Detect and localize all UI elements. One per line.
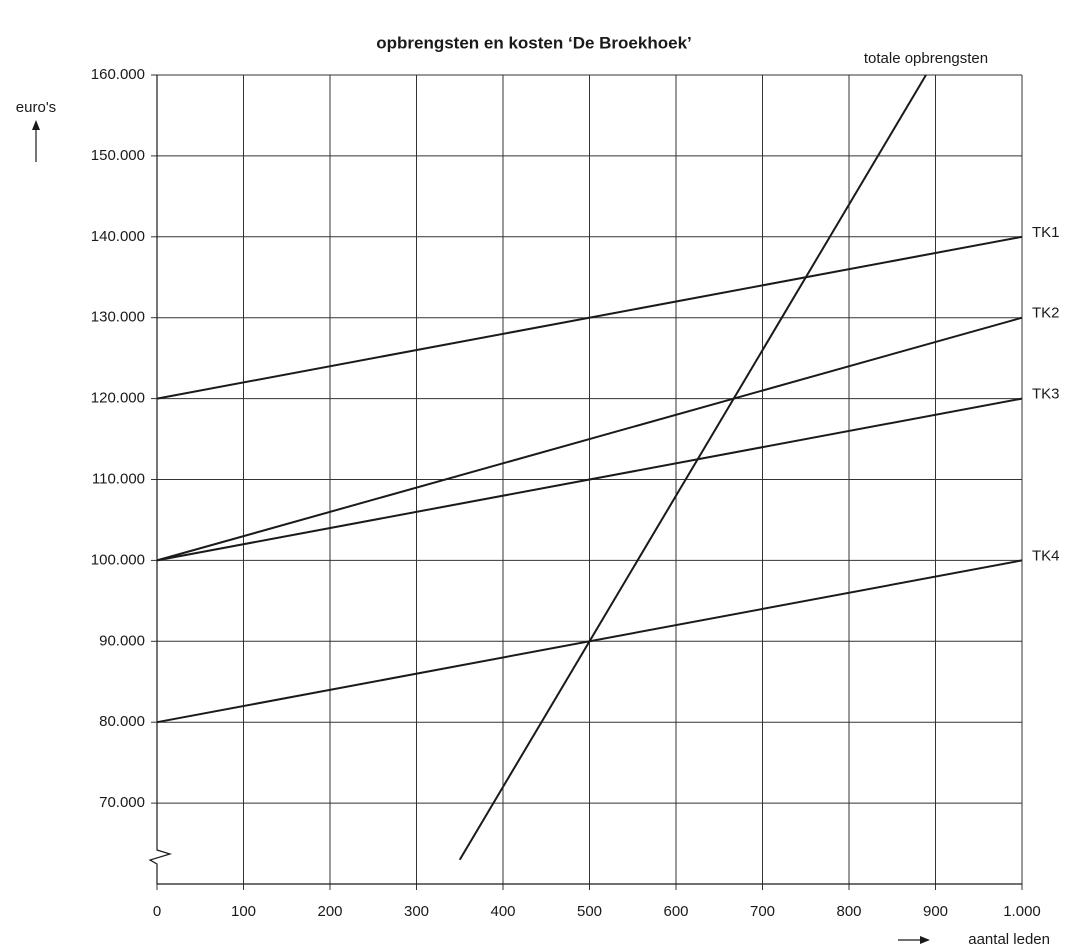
- x-tick-label: 600: [663, 903, 688, 920]
- series-line: [156, 559, 1023, 724]
- series-label: TK1: [1032, 224, 1060, 241]
- y-tick-label: 70.000: [99, 794, 145, 811]
- series-line: [156, 316, 1023, 562]
- y-tick-label: 90.000: [99, 632, 145, 649]
- x-tick-label: 1.000: [1003, 903, 1041, 920]
- series-label: TK2: [1032, 305, 1060, 322]
- chart-title: opbrengsten en kosten ‘De Broekhoek’: [376, 33, 692, 52]
- series-line: [458, 74, 927, 861]
- y-tick-label: 160.000: [91, 66, 145, 83]
- y-axis-label: euro's: [16, 99, 56, 116]
- x-tick-label: 700: [750, 903, 775, 920]
- x-tick-label: 800: [836, 903, 861, 920]
- x-tick-label: 300: [404, 903, 429, 920]
- series-label: TK4: [1032, 547, 1060, 564]
- y-tick-label: 110.000: [92, 470, 145, 487]
- axis-break: [148, 846, 173, 866]
- y-tick-label: 150.000: [91, 147, 145, 164]
- series-label: totale opbrengsten: [864, 50, 988, 67]
- y-tick-label: 130.000: [91, 309, 145, 326]
- series-label: TK3: [1032, 386, 1060, 403]
- x-tick-label: 100: [231, 903, 256, 920]
- x-tick-label: 400: [490, 903, 515, 920]
- x-axis-label: aantal leden: [968, 931, 1050, 948]
- y-tick-label: 120.000: [91, 390, 145, 407]
- x-tick-label: 500: [577, 903, 602, 920]
- x-tick-label: 900: [923, 903, 948, 920]
- x-arrow: [898, 936, 930, 944]
- y-tick-label: 80.000: [99, 713, 145, 730]
- series-line: [156, 235, 1023, 400]
- y-tick-label: 100.000: [91, 551, 145, 568]
- series-line: [156, 397, 1023, 562]
- x-tick-label: 200: [317, 903, 342, 920]
- x-tick-label: 0: [153, 903, 161, 920]
- y-arrow: [32, 120, 40, 162]
- y-tick-label: 140.000: [91, 228, 145, 245]
